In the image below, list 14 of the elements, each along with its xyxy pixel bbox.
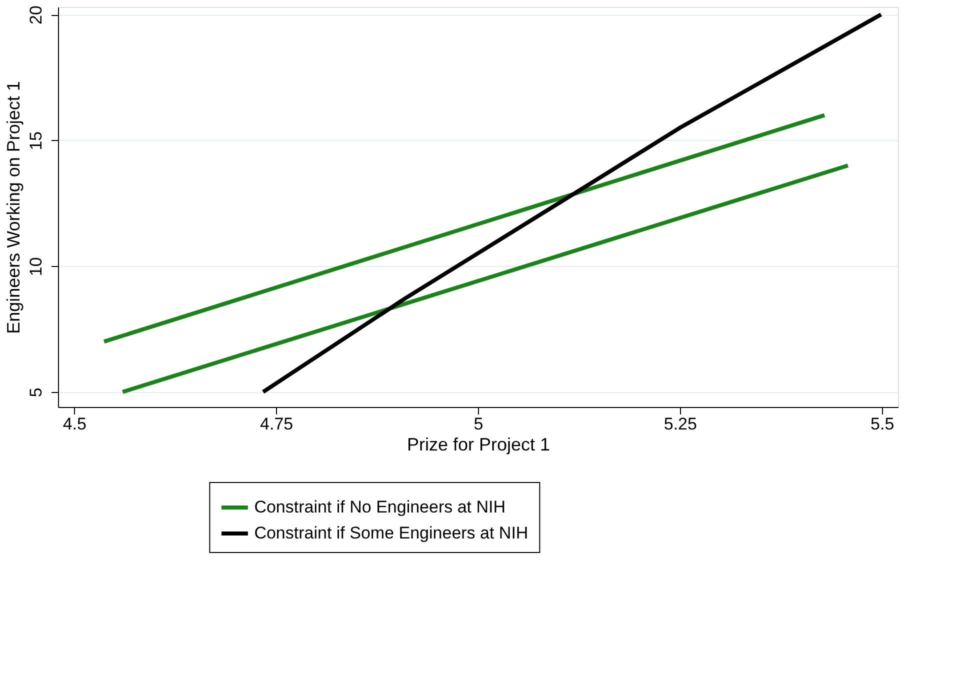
x-tick-label: 4.5 [62,414,86,434]
legend-label: Constraint if Some Engineers at NIH [254,524,528,542]
x-tick-label: 4.75 [260,414,294,434]
y-tick-label: 5 [26,388,46,398]
legend-label: Constraint if No Engineers at NIH [254,498,506,516]
x-axis-title: Prize for Project 1 [406,434,550,454]
x-tick-label: 5.25 [664,414,697,434]
y-tick-label: 20 [26,6,46,25]
y-tick-label: 10 [26,257,46,276]
y-tick-label: 15 [26,131,46,150]
x-tick-label: 5 [474,414,484,434]
line-series [261,12,884,394]
x-tick-label: 5.5 [870,414,894,434]
y-axis-title: Engineers Working on Project 1 [4,81,24,334]
